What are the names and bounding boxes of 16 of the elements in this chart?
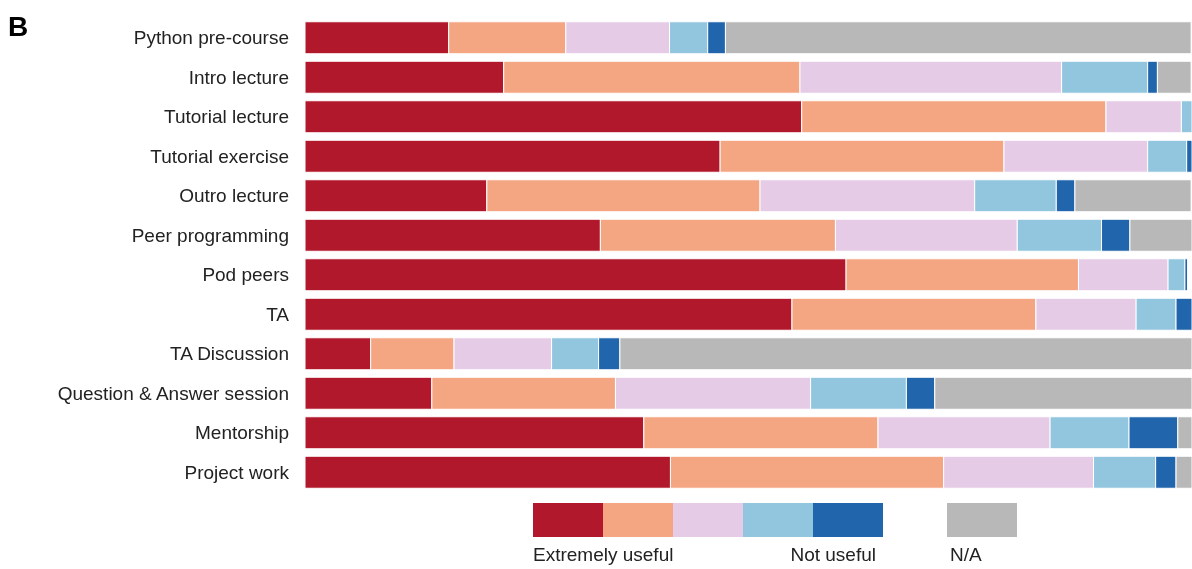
text: Extremely useful — [533, 544, 674, 565]
y-tick-label: Python pre-course — [133, 27, 289, 49]
legend-label: Not useful — [790, 544, 876, 565]
y-tick-label: Mentorship — [195, 422, 289, 444]
legend-label: N/A — [950, 544, 982, 565]
y-tick-label: TA — [266, 303, 290, 325]
y-tick-label: Peer programming — [131, 224, 289, 246]
y-tick-label: Intro lecture — [188, 66, 289, 88]
y-tick-label: Pod peers — [202, 264, 289, 286]
y-tick-label: Question & Answer session — [57, 382, 289, 404]
y-tick-label: TA Discussion — [170, 343, 289, 365]
text: B — [8, 11, 29, 42]
y-tick-label: Project work — [184, 461, 290, 483]
y-tick-label: Outro lecture — [179, 185, 289, 207]
y-tick-label: Tutorial exercise — [150, 145, 289, 167]
y-tick-label: Tutorial lecture — [164, 106, 289, 128]
